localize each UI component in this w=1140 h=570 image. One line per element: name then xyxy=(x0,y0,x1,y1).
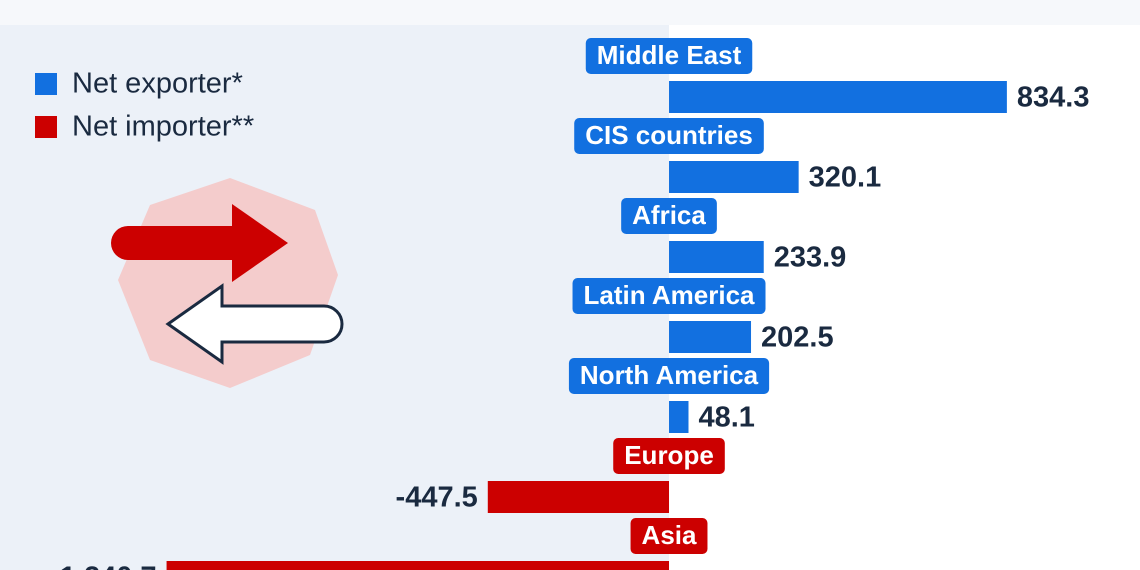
category-label: Asia xyxy=(642,520,697,550)
value-label: 202.5 xyxy=(761,322,834,354)
top-strip xyxy=(0,0,1140,25)
bar xyxy=(487,481,670,513)
category-label: Middle East xyxy=(597,40,742,70)
legend-label: Net importer** xyxy=(72,111,254,143)
legend: Net exporter* Net importer** xyxy=(35,68,254,143)
category-pill xyxy=(621,198,717,234)
value-label: 320.1 xyxy=(809,162,882,194)
value-label: 233.9 xyxy=(774,242,847,274)
category-label: Africa xyxy=(632,200,706,230)
legend-label: Net exporter* xyxy=(72,68,243,100)
legend-swatch xyxy=(35,73,57,95)
value-label: -447.5 xyxy=(396,482,478,514)
value-label: 834.3 xyxy=(1017,82,1090,114)
category-pill xyxy=(630,518,708,554)
bar xyxy=(669,81,1007,113)
category-pill xyxy=(568,358,770,394)
category-pill xyxy=(572,278,766,314)
category-label: North America xyxy=(580,360,759,390)
value-label: 48.1 xyxy=(698,402,754,434)
bar xyxy=(669,401,689,433)
icon xyxy=(111,178,344,388)
category-label: CIS countries xyxy=(585,120,753,150)
legend-swatch xyxy=(35,116,57,138)
category-label: Europe xyxy=(624,440,714,470)
category-pill xyxy=(613,438,725,474)
bar xyxy=(669,241,764,273)
bar xyxy=(669,161,799,193)
left-panel xyxy=(0,25,669,570)
bar xyxy=(669,321,752,353)
category-pill xyxy=(585,38,753,74)
bar xyxy=(166,561,670,570)
category-label: Latin America xyxy=(584,280,756,310)
value-label: -1,240.7 xyxy=(50,562,156,570)
category-pill xyxy=(574,118,764,154)
